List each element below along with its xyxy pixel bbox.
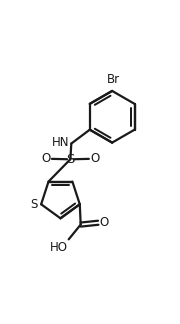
- Text: Br: Br: [107, 73, 120, 86]
- Text: HN: HN: [52, 135, 69, 149]
- Text: O: O: [90, 152, 100, 165]
- Text: O: O: [41, 152, 50, 165]
- Text: S: S: [66, 153, 75, 166]
- Text: HO: HO: [50, 241, 68, 254]
- Text: S: S: [30, 198, 38, 211]
- Text: O: O: [100, 216, 109, 229]
